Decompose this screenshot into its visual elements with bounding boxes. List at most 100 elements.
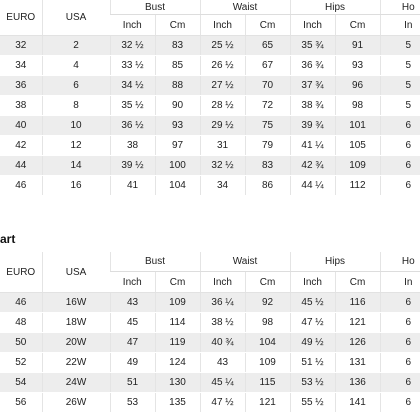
cell-euro: 56 — [0, 392, 42, 413]
cell-hips-inch: 51 ½ — [289, 352, 336, 373]
cell-hips-cm: 112 — [334, 175, 381, 196]
cell-hips-cm: 131 — [334, 352, 381, 373]
cell-hollow-inch: 6 — [379, 115, 420, 136]
subheader-waist-inch: Inch — [199, 14, 246, 36]
cell-bust-inch: 43 — [109, 292, 155, 313]
cell-usa: 24W — [41, 372, 110, 393]
cell-euro: 44 — [0, 155, 42, 176]
table-row: 32 2 32 ½ 83 25 ½ 65 35 ¾ 91 5 — [0, 35, 420, 56]
cell-hips-cm: 93 — [334, 55, 381, 76]
table-row: 52 22W 49 124 43 109 51 ½ 131 6 — [0, 352, 420, 373]
col-header-euro: EURO — [0, 0, 42, 36]
cell-hollow-inch: 5 — [379, 95, 420, 116]
cell-hips-inch: 35 ¾ — [289, 35, 336, 56]
cell-usa: 12 — [41, 135, 110, 156]
cell-usa: 16W — [41, 292, 110, 313]
cell-waist-cm: 104 — [244, 332, 291, 353]
cell-waist-inch: 29 ½ — [199, 115, 246, 136]
cell-hips-inch: 47 ½ — [289, 312, 336, 333]
cell-hollow-inch: 6 — [379, 312, 420, 333]
cell-bust-inch: 36 ½ — [109, 115, 155, 136]
cell-euro: 38 — [0, 95, 42, 116]
cell-hollow-inch: 6 — [379, 372, 420, 393]
cell-waist-cm: 79 — [244, 135, 291, 156]
cell-hips-inch: 49 ½ — [289, 332, 336, 353]
cell-usa: 2 — [41, 35, 110, 56]
table-row: 46 16 41 104 34 86 44 ¼ 112 6 — [0, 175, 420, 196]
col-header-usa: USA — [41, 0, 110, 36]
cell-hips-cm: 105 — [334, 135, 381, 156]
subheader-waist-inch: Inch — [199, 271, 246, 293]
col-header-bust: Bust — [109, 252, 201, 272]
cell-bust-cm: 124 — [154, 352, 201, 373]
cell-hollow-inch: 5 — [379, 55, 420, 76]
cell-bust-inch: 38 — [109, 135, 155, 156]
size-table-plus-body: 46 16W 43 109 36 ¼ 92 45 ½ 116 6 48 18W 45 114 38 ½ 98… — [0, 292, 420, 413]
cell-bust-inch: 41 — [109, 175, 155, 196]
col-header-hollow: Ho — [379, 0, 420, 15]
cell-waist-cm: 70 — [244, 75, 291, 96]
cell-hips-cm: 101 — [334, 115, 381, 136]
cell-usa: 22W — [41, 352, 110, 373]
subheader-bust-cm: Cm — [154, 14, 201, 36]
cell-waist-inch: 32 ½ — [199, 155, 246, 176]
cell-hips-inch: 45 ½ — [289, 292, 336, 313]
cell-euro: 42 — [0, 135, 42, 156]
col-header-hollow: Ho — [379, 252, 420, 272]
table-row: 54 24W 51 130 45 ¼ 115 53 ½ 136 6 — [0, 372, 420, 393]
cell-usa: 20W — [41, 332, 110, 353]
cell-hollow-inch: 6 — [379, 352, 420, 373]
subheader-bust-cm: Cm — [154, 271, 201, 293]
cell-bust-inch: 47 — [109, 332, 155, 353]
cell-hollow-inch: 5 — [379, 75, 420, 96]
cell-waist-cm: 92 — [244, 292, 291, 313]
cell-bust-cm: 100 — [154, 155, 201, 176]
cell-waist-cm: 83 — [244, 155, 291, 176]
size-table-standard-body: 32 2 32 ½ 83 25 ½ 65 35 ¾ 91 5 34 4 33 ½ 85 26 ½ 67 36 … — [0, 35, 420, 196]
cell-euro: 46 — [0, 292, 42, 313]
cell-hollow-inch: 6 — [379, 175, 420, 196]
subheader-waist-cm: Cm — [244, 14, 291, 36]
cell-bust-inch: 32 ½ — [109, 35, 155, 56]
cell-waist-cm: 75 — [244, 115, 291, 136]
cell-hips-inch: 39 ¾ — [289, 115, 336, 136]
col-header-usa: USA — [41, 252, 110, 293]
cell-bust-inch: 39 ½ — [109, 155, 155, 176]
header-row-units: Inch Cm Inch Cm Inch Cm In — [0, 271, 420, 293]
cell-usa: 10 — [41, 115, 110, 136]
cell-waist-inch: 45 ¼ — [199, 372, 246, 393]
cell-hips-cm: 136 — [334, 372, 381, 393]
cell-waist-inch: 34 — [199, 175, 246, 196]
cell-bust-inch: 33 ½ — [109, 55, 155, 76]
subheader-hips-inch: Inch — [289, 14, 336, 36]
cell-hollow-inch: 5 — [379, 35, 420, 56]
cell-waist-inch: 38 ½ — [199, 312, 246, 333]
cell-waist-cm: 86 — [244, 175, 291, 196]
cell-usa: 14 — [41, 155, 110, 176]
cell-hips-cm: 109 — [334, 155, 381, 176]
cell-usa: 18W — [41, 312, 110, 333]
cell-hips-inch: 44 ¼ — [289, 175, 336, 196]
cell-bust-cm: 130 — [154, 372, 201, 393]
col-header-bust: Bust — [109, 0, 201, 15]
cell-hips-cm: 96 — [334, 75, 381, 96]
cell-bust-inch: 49 — [109, 352, 155, 373]
cell-usa: 16 — [41, 175, 110, 196]
cell-hips-cm: 91 — [334, 35, 381, 56]
cell-usa: 8 — [41, 95, 110, 116]
cell-waist-inch: 28 ½ — [199, 95, 246, 116]
cell-euro: 40 — [0, 115, 42, 136]
table-row: 34 4 33 ½ 85 26 ½ 67 36 ¾ 93 5 — [0, 55, 420, 76]
cell-usa: 26W — [41, 392, 110, 413]
cell-waist-inch: 43 — [199, 352, 246, 373]
table-row: 50 20W 47 119 40 ¾ 104 49 ½ 126 6 — [0, 332, 420, 353]
cell-bust-cm: 119 — [154, 332, 201, 353]
cell-hips-inch: 41 ¼ — [289, 135, 336, 156]
subheader-hips-inch: Inch — [289, 271, 336, 293]
cell-euro: 54 — [0, 372, 42, 393]
cell-usa: 6 — [41, 75, 110, 96]
cell-waist-inch: 25 ½ — [199, 35, 246, 56]
header-row-groups: EURO USA Bust Waist Hips Ho — [0, 0, 420, 36]
cell-waist-cm: 115 — [244, 372, 291, 393]
cell-waist-inch: 26 ½ — [199, 55, 246, 76]
